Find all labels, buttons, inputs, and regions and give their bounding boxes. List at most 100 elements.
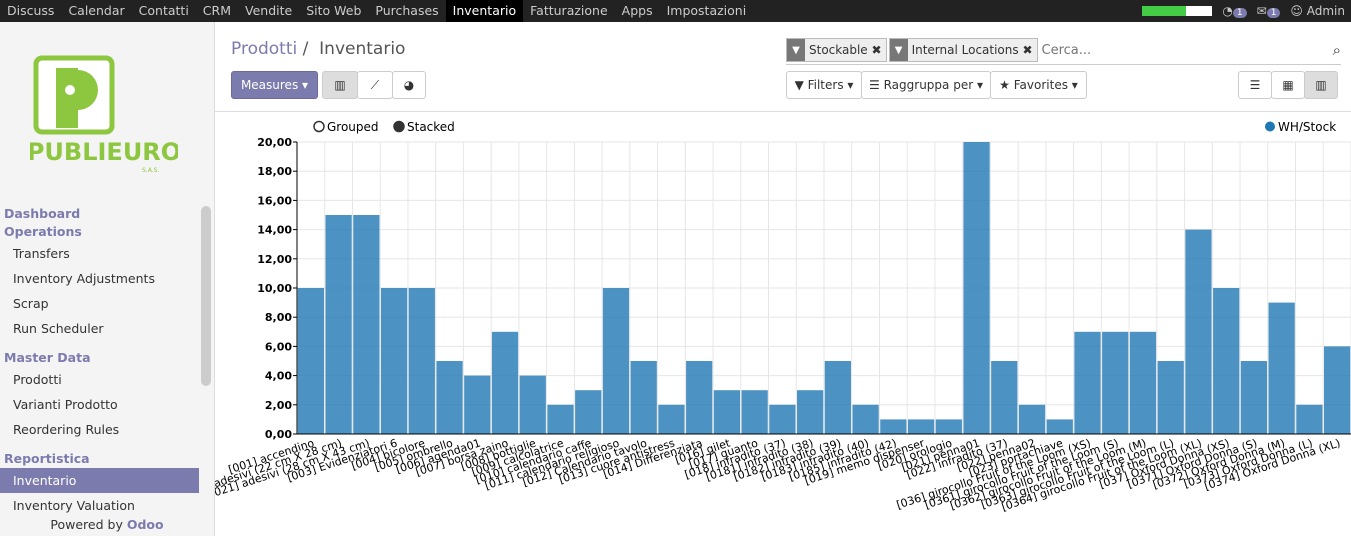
bar[interactable] xyxy=(353,215,380,434)
nav-item[interactable]: CRM xyxy=(202,3,231,18)
logo-text: PUBLIEURO xyxy=(30,138,178,166)
bar[interactable] xyxy=(297,288,324,434)
mode-radio[interactable] xyxy=(393,120,405,133)
menu-item[interactable]: Transfers xyxy=(13,246,70,261)
pivot-view[interactable]: ▦ xyxy=(1271,71,1305,99)
sidebar: PUBLIEURO S.A.S. Dashboard Operations Tran… xyxy=(0,22,215,536)
menu-item[interactable]: Scrap xyxy=(13,296,49,311)
pie-view[interactable]: ◕ xyxy=(392,71,426,99)
bar[interactable] xyxy=(880,419,907,434)
nav-item[interactable]: Impostazioni xyxy=(666,3,747,18)
bar[interactable] xyxy=(824,361,851,434)
bar[interactable] xyxy=(741,390,768,434)
nav-item[interactable]: Purchases xyxy=(375,3,439,18)
bar[interactable] xyxy=(1240,361,1268,434)
bar[interactable] xyxy=(380,288,408,434)
menu-item[interactable]: Inventory Valuation xyxy=(13,498,135,513)
bar[interactable] xyxy=(630,361,657,434)
y-tick-label: 10,00 xyxy=(257,282,292,295)
bar-view[interactable]: ▥ xyxy=(322,71,358,99)
line-view[interactable]: ⟋ xyxy=(357,71,393,99)
user[interactable]: ☺ Admin xyxy=(1290,4,1345,18)
nav-item[interactable]: Calendar xyxy=(68,3,125,18)
bar[interactable] xyxy=(547,404,574,434)
menu-section[interactable]: Master Data xyxy=(4,350,91,365)
nav-item[interactable]: Fatturazione xyxy=(530,3,608,18)
bar[interactable] xyxy=(991,361,1018,434)
nav-item[interactable]: Contatti xyxy=(138,3,189,18)
nav-item[interactable]: Apps xyxy=(621,3,653,18)
crumb[interactable]: Prodotti xyxy=(231,39,298,59)
y-tick-label: 12,00 xyxy=(257,253,292,266)
bar[interactable] xyxy=(907,419,935,434)
bar[interactable] xyxy=(464,375,491,434)
bar[interactable] xyxy=(658,404,685,434)
group-by[interactable]: ☰ Raggruppa per ▾ xyxy=(861,71,991,99)
menu-section[interactable]: Reportistica xyxy=(4,451,90,466)
nav-item[interactable]: Inventario xyxy=(445,0,524,22)
bar[interactable] xyxy=(797,390,824,434)
menu-section[interactable]: Dashboard xyxy=(4,206,81,221)
nav-item[interactable]: Discuss xyxy=(7,3,55,18)
btn-label: Filters xyxy=(807,78,844,92)
crumb-sep: / xyxy=(302,39,309,59)
graph-view[interactable]: ▥ xyxy=(1304,71,1338,99)
bar[interactable] xyxy=(1324,346,1351,434)
measures[interactable]: Measures ▾ xyxy=(231,71,318,99)
btn-label: Raggruppa per xyxy=(883,78,974,92)
menu-item[interactable]: Inventory Adjustments xyxy=(13,271,155,286)
search: ▼Stockable ✖ ▼Internal Locations ✖ ⌕ xyxy=(786,36,1341,65)
bar[interactable] xyxy=(491,331,519,434)
scrollbar[interactable] xyxy=(201,206,211,386)
bar[interactable] xyxy=(1296,404,1323,434)
bar[interactable] xyxy=(769,404,796,434)
y-tick-label: 18,00 xyxy=(257,165,292,178)
bar[interactable] xyxy=(686,361,713,434)
legend-swatch xyxy=(1265,121,1275,132)
menu-item[interactable]: Run Scheduler xyxy=(13,321,104,336)
bar[interactable] xyxy=(1046,419,1073,434)
menu-item[interactable]: Varianti Prodotto xyxy=(13,397,118,412)
menu-item[interactable]: Inventario xyxy=(0,468,199,493)
filters[interactable]: ▼ Filters ▾ xyxy=(786,71,862,99)
bar[interactable] xyxy=(1018,404,1046,434)
facet[interactable]: ▼ Internal Locations ✖ xyxy=(888,38,1038,62)
bar[interactable] xyxy=(436,361,463,434)
facet[interactable]: ▼ Stockable ✖ xyxy=(786,38,887,62)
msgs[interactable]: ✉ 1 xyxy=(1257,4,1281,18)
search-icon[interactable]: ⌕ xyxy=(1332,41,1341,59)
bar[interactable] xyxy=(963,142,990,434)
bar[interactable] xyxy=(575,390,602,434)
bar[interactable] xyxy=(713,390,741,434)
bar[interactable] xyxy=(1102,331,1129,434)
y-tick-label: 4,00 xyxy=(265,370,292,383)
bar[interactable] xyxy=(1157,361,1184,434)
legend-label[interactable]: WH/Stock xyxy=(1278,120,1336,134)
bar[interactable] xyxy=(1185,229,1212,434)
brand[interactable]: Odoo xyxy=(126,517,164,532)
mode-radio[interactable] xyxy=(313,120,325,133)
menu-item[interactable]: Prodotti xyxy=(13,372,62,387)
mode-label[interactable]: Grouped xyxy=(327,120,379,134)
menu-section[interactable]: Operations xyxy=(4,224,82,239)
nav-item[interactable]: Sito Web xyxy=(306,3,362,18)
bar[interactable] xyxy=(408,288,435,434)
search-input[interactable] xyxy=(1039,41,1331,59)
bar[interactable] xyxy=(519,375,546,434)
mode-label[interactable]: Stacked xyxy=(407,120,455,134)
bar[interactable] xyxy=(1213,288,1240,434)
favorites[interactable]: ★ Favorites ▾ xyxy=(990,71,1087,99)
btn-label: Favorites xyxy=(1013,78,1068,92)
bar[interactable] xyxy=(1074,331,1101,434)
bar[interactable] xyxy=(1268,302,1295,434)
bar[interactable] xyxy=(935,419,962,434)
notif[interactable]: ◔ 1 xyxy=(1222,4,1247,18)
menu-item[interactable]: Reordering Rules xyxy=(13,422,120,437)
nav-item[interactable]: Vendite xyxy=(245,3,293,18)
bar[interactable] xyxy=(852,404,879,434)
logo: PUBLIEURO S.A.S. xyxy=(30,55,178,174)
bar[interactable] xyxy=(1129,331,1157,434)
list-view[interactable]: ☰ xyxy=(1238,71,1272,99)
bar[interactable] xyxy=(602,288,630,434)
bar[interactable] xyxy=(325,215,352,434)
